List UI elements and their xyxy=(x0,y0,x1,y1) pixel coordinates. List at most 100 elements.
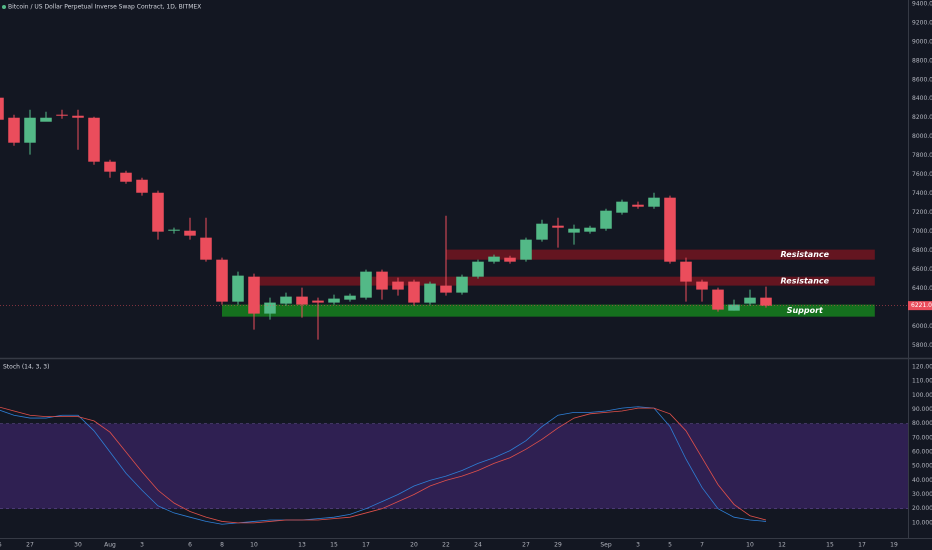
candle-body xyxy=(168,229,180,231)
y-tick-label: 8400.0 xyxy=(912,95,932,102)
x-tick-label: 15 xyxy=(826,542,834,549)
candle-body xyxy=(312,300,324,303)
zone xyxy=(222,304,875,317)
y-tick-label: 8200.0 xyxy=(912,114,932,121)
candle-body xyxy=(264,302,276,314)
last-price-tag xyxy=(908,301,932,311)
y-tick-label: 100.0000 xyxy=(912,392,932,399)
candle-body xyxy=(728,304,740,311)
candle-body xyxy=(248,276,260,314)
y-tick-label: 8000.0 xyxy=(912,133,932,140)
y-tick-label: 9000.0 xyxy=(912,38,932,45)
x-tick-label: 30 xyxy=(74,542,82,549)
zone xyxy=(446,249,875,260)
candle-body xyxy=(56,114,68,116)
candle-body xyxy=(360,271,372,298)
y-tick-label: 8800.0 xyxy=(912,57,932,64)
zone-label: Resistance xyxy=(781,250,830,259)
candle-body xyxy=(120,172,132,182)
x-tick-label: 5 xyxy=(668,542,672,549)
candle-body xyxy=(680,261,692,282)
candle-body xyxy=(760,297,772,306)
y-tick-label: 50.0000 xyxy=(912,463,932,470)
candle-body xyxy=(24,117,36,143)
candle-body xyxy=(0,97,4,120)
candle-body xyxy=(440,285,452,293)
candle-body xyxy=(616,201,628,213)
y-tick-label: 9200.0 xyxy=(912,19,932,26)
candle-body xyxy=(104,161,116,172)
y-tick-label: 80.0000 xyxy=(912,420,932,427)
candle-body xyxy=(520,239,532,260)
y-tick-label: 7600.0 xyxy=(912,171,932,178)
candle-body xyxy=(696,281,708,290)
zone-label: Resistance xyxy=(781,277,830,286)
x-tick-label: 19 xyxy=(890,542,898,549)
x-tick-label: Sep xyxy=(600,542,612,549)
candle-body xyxy=(136,179,148,193)
x-tick-label: 7 xyxy=(700,542,704,549)
x-tick-label: 8 xyxy=(220,542,224,549)
stoch-line xyxy=(0,406,767,525)
y-tick-label: 7000.0 xyxy=(912,228,932,235)
x-tick-label: 3 xyxy=(140,542,144,549)
x-tick-label: 13 xyxy=(298,542,306,549)
candle-body xyxy=(472,261,484,277)
x-tick-label: 17 xyxy=(858,542,866,549)
indicator-title: Stoch (14, 3, 3) xyxy=(3,364,49,371)
x-tick-label: 17 xyxy=(362,542,370,549)
y-tick-label: 30.0000 xyxy=(912,491,932,498)
candle-body xyxy=(328,298,340,303)
candle-body xyxy=(184,230,196,236)
y-tick-label: 6600.0 xyxy=(912,266,932,273)
candle-body xyxy=(488,256,500,262)
x-tick-label: 3 xyxy=(636,542,640,549)
y-tick-label: 7400.0 xyxy=(912,190,932,197)
candle-body xyxy=(600,210,612,229)
stoch-line xyxy=(0,406,767,524)
candle-body xyxy=(584,227,596,232)
status-dot xyxy=(2,5,6,9)
candle-body xyxy=(664,197,676,262)
x-tick-label: 15 xyxy=(330,542,338,549)
x-tick-label: 29 xyxy=(554,542,562,549)
candle-body xyxy=(504,257,516,262)
x-tick-label: 27 xyxy=(522,542,530,549)
chart-title: Bitcoin / US Dollar Perpetual Inverse Sw… xyxy=(8,4,201,11)
x-tick-label: 10 xyxy=(250,542,258,549)
candle-body xyxy=(536,223,548,240)
y-tick-label: 9400.0 xyxy=(912,0,932,7)
marks-layer xyxy=(0,97,908,525)
y-tick-label: 90.0000 xyxy=(912,406,932,413)
zone xyxy=(254,276,875,286)
candle-body xyxy=(456,276,468,293)
candle-body xyxy=(88,117,100,162)
candle-body xyxy=(568,228,580,233)
x-tick-label: 25 xyxy=(0,542,2,549)
candle-body xyxy=(216,259,228,302)
candle-body xyxy=(280,296,292,304)
x-tick-label: 20 xyxy=(410,542,418,549)
candle-body xyxy=(712,289,724,310)
candle-body xyxy=(40,117,52,122)
x-tick-label: Aug xyxy=(104,542,116,549)
y-tick-label: 6000.0 xyxy=(912,323,932,330)
y-tick-label: 20.0000 xyxy=(912,505,932,512)
y-tick-label: 5800.0 xyxy=(912,342,932,349)
zone-label: Support xyxy=(787,306,824,315)
x-tick-label: 10 xyxy=(746,542,754,549)
candle-body xyxy=(152,192,164,232)
candle-body xyxy=(376,271,388,290)
y-tick-label: 110.0000 xyxy=(912,378,932,385)
candle-body xyxy=(408,281,420,303)
candle-body xyxy=(632,204,644,207)
candle-body xyxy=(392,281,404,290)
x-tick-label: 6 xyxy=(188,542,192,549)
y-tick-label: 7800.0 xyxy=(912,152,932,159)
y-tick-label: 60.0000 xyxy=(912,449,932,456)
y-tick-label: 7200.0 xyxy=(912,209,932,216)
candle-body xyxy=(8,117,20,143)
